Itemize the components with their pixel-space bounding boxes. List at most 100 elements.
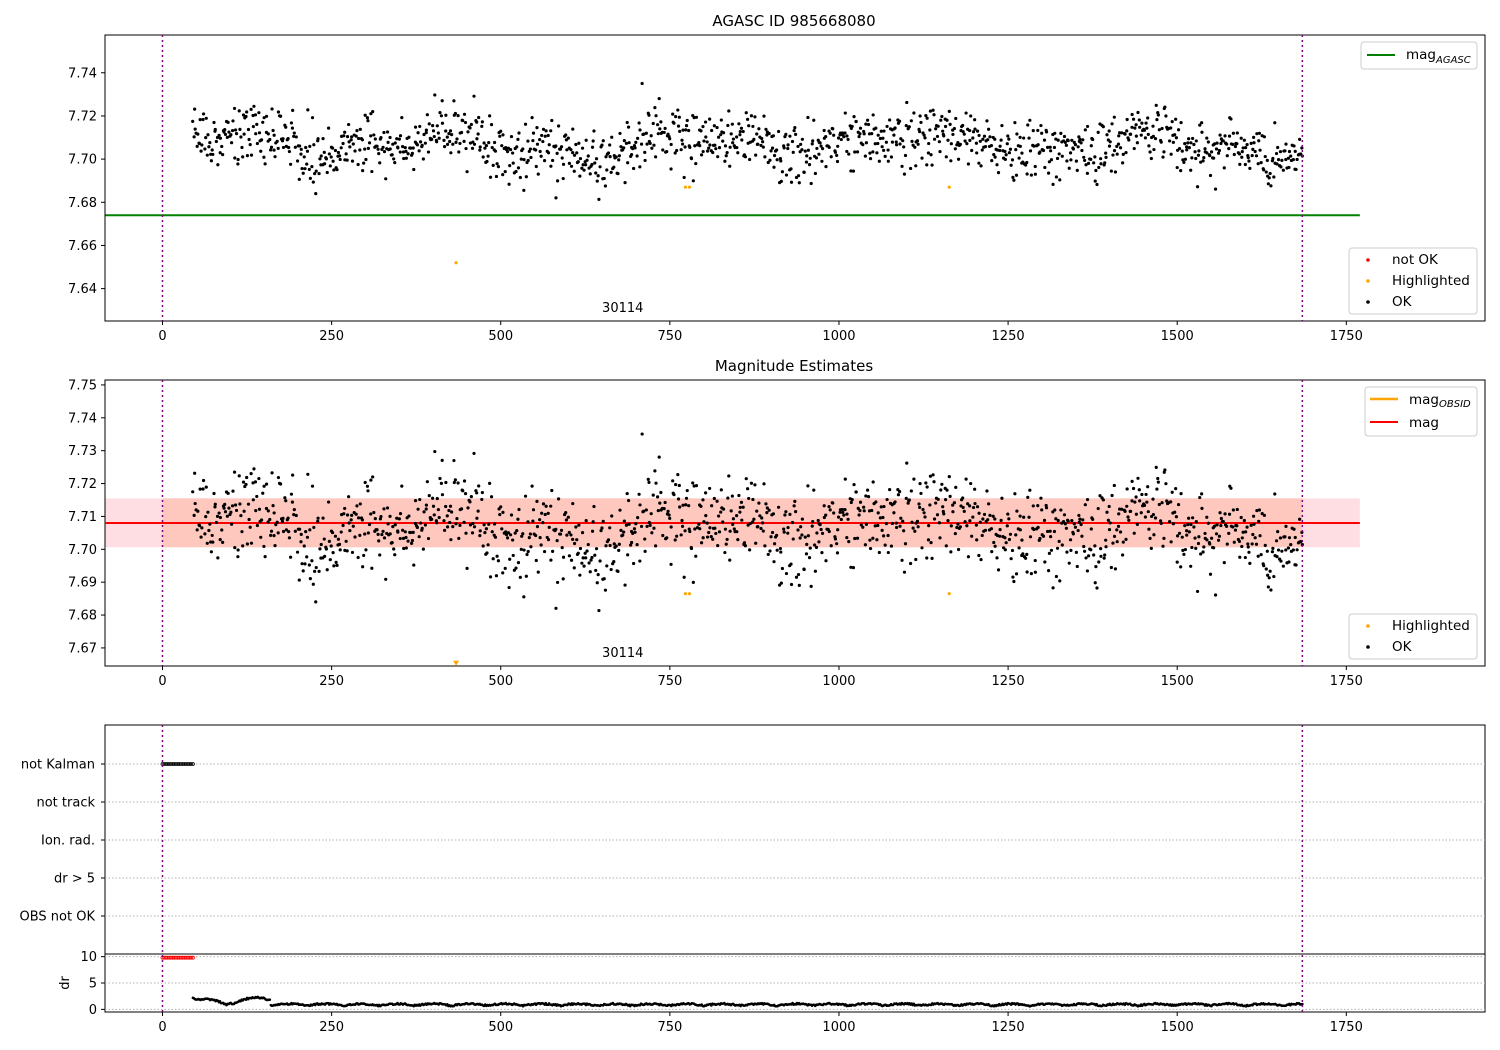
ok-point [1284, 142, 1288, 146]
ok-point [1121, 152, 1125, 157]
ok-point [1206, 140, 1210, 144]
ok-point [1014, 533, 1018, 537]
ok-point [1276, 158, 1281, 162]
ok-point [836, 515, 841, 519]
ok-point [884, 522, 888, 526]
ok-point [691, 580, 695, 584]
ok-point [1276, 145, 1280, 150]
ok-point [932, 137, 937, 141]
ok-point [336, 537, 341, 541]
ok-point [1264, 170, 1268, 174]
ok-point [812, 118, 816, 122]
ok-point [426, 150, 431, 154]
ok-point [269, 145, 274, 149]
ok-point [360, 518, 365, 522]
ok-point [1038, 536, 1042, 541]
ok-point [369, 478, 373, 482]
ok-point [200, 526, 204, 530]
agasc-legend-lower: not OK Highlighted OK [1348, 247, 1478, 315]
ok-point [676, 124, 681, 128]
ok-point [755, 509, 759, 513]
ok-point [1219, 516, 1223, 521]
ok-point [420, 143, 424, 147]
ok-point [456, 113, 460, 118]
ok-point [772, 542, 777, 546]
ok-point [205, 541, 209, 545]
ok-point [820, 531, 825, 535]
axes-frame [104, 34, 1486, 322]
ok-point [737, 493, 741, 498]
ok-point [297, 177, 301, 181]
dr-tick-label: 5 [89, 977, 97, 992]
ok-point [799, 142, 803, 146]
ok-point [716, 155, 720, 159]
ok-point [1273, 492, 1277, 496]
ok-point [536, 172, 540, 176]
ok-point [366, 146, 370, 150]
ok-point [448, 129, 453, 133]
ok-point [442, 145, 447, 149]
ok-point [1267, 176, 1271, 180]
ok-point [1049, 548, 1054, 552]
ok-point [833, 150, 838, 154]
ok-point [330, 530, 335, 535]
ok-point [929, 541, 933, 545]
ok-point [338, 548, 342, 552]
ok-point [564, 518, 568, 522]
ok-point [1192, 142, 1196, 147]
ok-point [347, 140, 351, 144]
ok-point [622, 138, 626, 143]
ok-point [584, 138, 588, 142]
ok-point [324, 157, 328, 161]
ok-point [496, 165, 501, 169]
ok-point [379, 136, 383, 140]
ok-point [1142, 503, 1147, 507]
ok-point [350, 159, 355, 163]
x-tick-label: 1750 [1330, 1020, 1363, 1035]
x-tick-label: 1250 [992, 674, 1025, 689]
ok-point [749, 114, 754, 118]
ok-point [377, 151, 381, 156]
ok-point [680, 138, 684, 142]
ok-point [710, 128, 714, 133]
ok-point [855, 536, 860, 540]
ok-point [554, 196, 558, 200]
ok-point [918, 505, 922, 510]
ok-point [266, 132, 270, 136]
ok-point [923, 515, 927, 519]
ok-point [829, 544, 833, 548]
ok-point [347, 122, 351, 127]
ok-point [964, 111, 968, 115]
ok-point [1152, 533, 1156, 537]
ok-point [835, 159, 840, 164]
ok-point [252, 104, 256, 108]
ok-point [653, 469, 657, 473]
ok-point [505, 150, 510, 154]
ok-point [999, 138, 1003, 142]
ok-point [1014, 173, 1019, 177]
ok-point [1135, 522, 1139, 526]
ok-point [1197, 149, 1201, 153]
magnitude-legend-lower: Highlighted OK [1348, 613, 1478, 660]
ok-point [493, 149, 498, 153]
ok-point [1252, 522, 1256, 526]
ok-point [870, 132, 874, 136]
ok-point [786, 525, 790, 530]
ok-point [759, 526, 763, 531]
ok-point [1143, 515, 1148, 519]
ok-point [977, 133, 981, 138]
legend-highlighted-swatch [1366, 624, 1370, 628]
ok-point [1183, 142, 1187, 146]
ok-point [1091, 517, 1095, 521]
ok-point [500, 144, 504, 148]
ok-point [1033, 558, 1037, 563]
ok-point [721, 520, 725, 524]
ok-point [388, 514, 392, 518]
ok-point [1161, 544, 1165, 548]
ok-point [1281, 564, 1285, 568]
ok-point [1239, 136, 1243, 140]
ok-point [259, 149, 263, 153]
flag-label: not track [36, 796, 95, 811]
ok-point [360, 138, 365, 142]
ok-point [772, 153, 777, 158]
